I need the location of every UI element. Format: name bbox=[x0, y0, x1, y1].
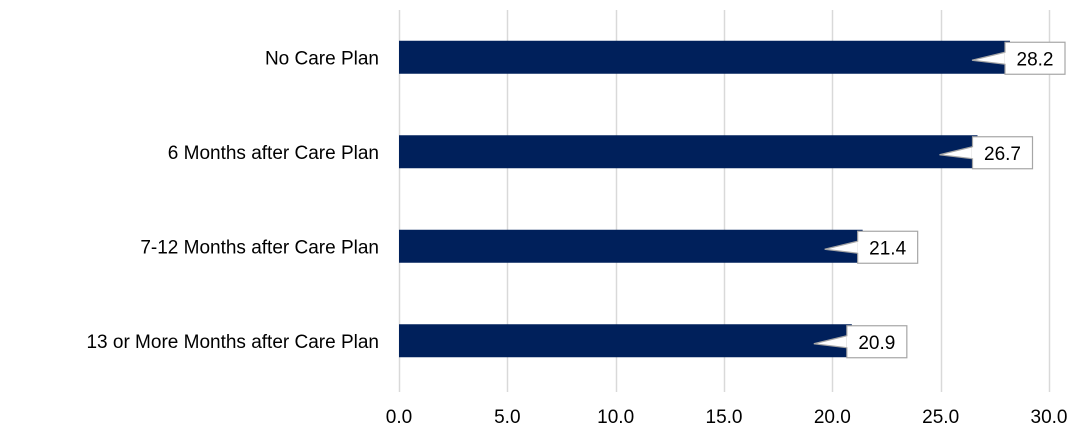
category-labels: No Care Plan 6 Months after Care Plan 7-1… bbox=[86, 48, 379, 353]
data-label-callout: 28.2 bbox=[971, 41, 1066, 75]
data-label: 28.2 bbox=[1017, 49, 1054, 70]
bars bbox=[399, 40, 1010, 358]
category-label: 13 or More Months after Care Plan bbox=[86, 332, 379, 353]
category-label: 6 Months after Care Plan bbox=[168, 143, 379, 164]
callout-seam bbox=[1004, 52, 1007, 64]
callout-box bbox=[971, 136, 1034, 170]
category-label: No Care Plan bbox=[265, 48, 379, 69]
x-tick-label: 5.0 bbox=[494, 407, 520, 428]
data-label-callout: 20.9 bbox=[813, 325, 908, 359]
x-tick-label: 10.0 bbox=[597, 407, 634, 428]
x-tick-label: 15.0 bbox=[706, 407, 743, 428]
data-label: 20.9 bbox=[858, 333, 895, 354]
bar bbox=[399, 324, 852, 358]
category-label: 7-12 Months after Care Plan bbox=[140, 237, 379, 258]
data-label: 21.4 bbox=[869, 238, 906, 259]
callout-seam bbox=[857, 241, 860, 253]
x-tick-label: 25.0 bbox=[922, 407, 959, 428]
bar bbox=[399, 40, 1010, 74]
x-tick-label: 30.0 bbox=[1031, 407, 1068, 428]
x-tick-label: 0.0 bbox=[386, 407, 412, 428]
callout-seam bbox=[846, 336, 849, 348]
callout-seam bbox=[972, 147, 974, 159]
data-labels: 28.2 26.7 21.4 20.9 bbox=[813, 41, 1066, 359]
data-label-callout: 26.7 bbox=[939, 136, 1034, 170]
x-tick-label: 20.0 bbox=[814, 407, 851, 428]
data-label: 26.7 bbox=[984, 144, 1021, 165]
callout-box bbox=[857, 230, 919, 264]
bar bbox=[399, 229, 863, 263]
x-axis-tick-labels: 0.0 5.0 10.0 15.0 20.0 25.0 30.0 bbox=[386, 407, 1068, 428]
data-label-callout: 21.4 bbox=[824, 230, 919, 264]
callout-box bbox=[846, 325, 908, 359]
bar bbox=[399, 135, 978, 169]
